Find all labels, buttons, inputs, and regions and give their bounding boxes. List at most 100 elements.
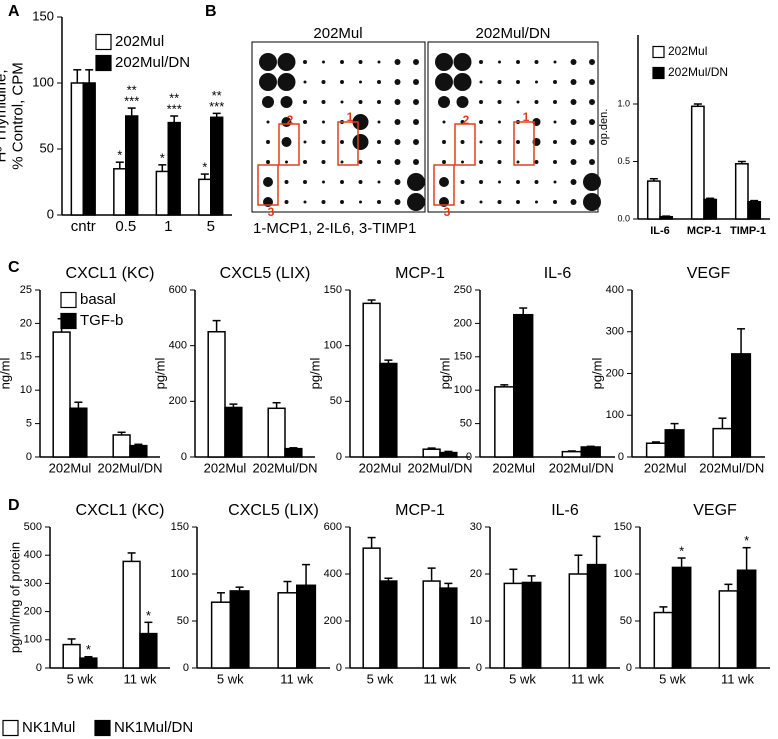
blot-caption: 1-MCP1, 2-IL6, 3-TIMP1 — [253, 220, 416, 237]
blot-dot — [497, 160, 502, 164]
significance: * — [202, 160, 207, 175]
y-tick-label: 100 — [606, 409, 624, 421]
y-tick-label: 0 — [47, 206, 54, 221]
bar — [747, 201, 762, 220]
blot-dot — [280, 96, 293, 108]
blot-dot — [303, 100, 307, 104]
bar — [439, 587, 458, 669]
y-axis-label: pg/ml — [307, 357, 322, 389]
y-tick-label: 10 — [470, 615, 482, 627]
legend-swatch — [60, 291, 77, 309]
blot-dot — [322, 120, 325, 124]
blot-dot — [394, 179, 401, 185]
blot-dot — [284, 200, 289, 204]
blot-dot — [413, 159, 419, 165]
x-tick-label: 11 wk — [721, 671, 754, 686]
blot-dot — [303, 200, 307, 204]
blot-dot — [439, 177, 449, 187]
y-axis-label: pg/ml — [152, 357, 167, 389]
bar — [277, 592, 298, 669]
blot-dot — [453, 73, 472, 91]
blot-dot — [570, 159, 577, 165]
x-tick-label: 5 wk — [659, 671, 686, 686]
blot-dot — [377, 140, 381, 144]
y-axis-label: H³ Thymidine, — [0, 69, 9, 162]
x-tick-label: 202Mul — [359, 460, 402, 475]
blot-dot — [340, 60, 344, 64]
blot-dot — [497, 80, 502, 84]
bar — [731, 353, 752, 458]
y-tick-label: 250 — [454, 284, 472, 296]
x-tick-label: 5 wk — [67, 671, 94, 686]
x-tick-label: 202Mul — [204, 460, 247, 475]
blot-dot — [303, 140, 307, 144]
blot-dot — [453, 53, 472, 71]
chart-title: CXCL1 (KC) — [66, 265, 155, 282]
blot-dot — [263, 177, 273, 187]
chart-title: CXCL1 (KC) — [76, 502, 165, 519]
x-tick-label: 5 — [207, 218, 215, 235]
blot-title: 202Mul/DN — [475, 25, 550, 42]
spot-box — [454, 123, 476, 166]
blot-dot — [460, 140, 465, 144]
x-tick-label: 0.5 — [115, 218, 136, 235]
bar — [580, 446, 601, 458]
bar — [513, 313, 534, 458]
blot-dot — [516, 180, 520, 184]
x-tick-label: cntr — [71, 218, 96, 235]
bar — [79, 657, 98, 669]
blot-dot — [303, 80, 307, 84]
spot-label: 3 — [268, 205, 275, 219]
chart-title: VEGF — [693, 502, 737, 519]
blot-dot — [497, 140, 502, 144]
legend-swatch — [652, 66, 665, 80]
bar — [494, 386, 515, 458]
significance: ** — [212, 88, 222, 103]
blot-dot — [534, 100, 539, 104]
y-tick-label: 200 — [454, 317, 472, 329]
spot-box — [337, 121, 359, 166]
blot-dot — [435, 53, 453, 71]
y-tick-label: 0 — [476, 662, 482, 674]
y-tick-label: 100 — [171, 568, 189, 580]
significance: * — [146, 608, 151, 623]
y-tick-label: 600 — [324, 521, 342, 533]
significance: *** — [209, 99, 224, 114]
panel-letter: D — [8, 497, 20, 514]
blot-dot — [442, 120, 446, 124]
legend-label: 202Mul/DN — [668, 65, 728, 79]
chart-title: VEGF — [687, 265, 731, 282]
x-tick-label: 11 wk — [124, 671, 157, 686]
x-tick-label: 202Mul — [492, 460, 535, 475]
chart-title: IL-6 — [551, 502, 579, 519]
blot-dot — [377, 120, 381, 124]
chart-title: IL-6 — [544, 265, 572, 282]
blot-dot — [442, 160, 446, 164]
bar — [113, 168, 127, 216]
bar — [69, 407, 88, 458]
blot-dot — [340, 100, 344, 104]
blot-dot — [340, 180, 344, 184]
blot-dot — [460, 180, 465, 184]
blot-dot — [534, 180, 539, 184]
significance: * — [86, 642, 91, 657]
legend-label: 202Mul — [115, 33, 164, 50]
y-tick-label: 0.0 — [617, 213, 630, 223]
blot-dot — [259, 53, 277, 71]
blot-dot — [303, 60, 307, 64]
bar — [62, 643, 81, 669]
panel-letter: A — [8, 3, 20, 20]
blot-dot — [570, 99, 577, 105]
chart-title: MCP-1 — [395, 502, 445, 519]
blot-dot — [407, 173, 425, 191]
y-tick-label: 0 — [36, 662, 42, 674]
y-tick-label: 200 — [169, 395, 187, 407]
panel-letter: B — [205, 3, 217, 20]
y-tick-label: 100 — [324, 340, 342, 352]
blot-dot — [321, 160, 326, 164]
blot-dot — [479, 60, 483, 64]
y-tick-label: 50 — [460, 418, 472, 430]
blot-dot — [377, 160, 381, 164]
bar — [521, 581, 542, 669]
